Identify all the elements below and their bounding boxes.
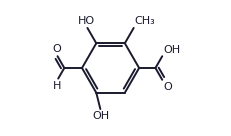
Text: O: O — [162, 82, 171, 92]
Text: O: O — [52, 44, 61, 54]
Text: CH₃: CH₃ — [134, 16, 155, 26]
Text: HO: HO — [78, 16, 95, 26]
Text: OH: OH — [163, 45, 180, 55]
Text: H: H — [53, 81, 61, 91]
Text: OH: OH — [92, 111, 109, 121]
